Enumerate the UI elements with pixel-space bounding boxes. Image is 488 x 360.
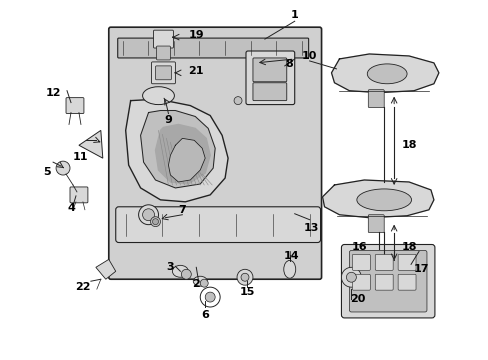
FancyBboxPatch shape: [252, 58, 286, 82]
Polygon shape: [322, 180, 433, 218]
Text: 9: 9: [164, 116, 172, 126]
Circle shape: [150, 217, 160, 227]
FancyBboxPatch shape: [151, 62, 175, 84]
Circle shape: [341, 267, 361, 287]
Text: 14: 14: [284, 251, 299, 261]
Text: 1: 1: [290, 10, 298, 20]
Circle shape: [241, 273, 248, 281]
FancyBboxPatch shape: [367, 90, 384, 108]
FancyBboxPatch shape: [352, 255, 369, 270]
Circle shape: [138, 205, 158, 225]
Circle shape: [237, 269, 252, 285]
Text: 16: 16: [351, 243, 366, 252]
Circle shape: [56, 161, 70, 175]
Polygon shape: [168, 138, 205, 182]
Ellipse shape: [356, 189, 411, 211]
Text: 20: 20: [349, 294, 365, 304]
FancyBboxPatch shape: [341, 244, 434, 318]
FancyBboxPatch shape: [252, 83, 286, 100]
FancyBboxPatch shape: [66, 98, 84, 113]
FancyBboxPatch shape: [367, 215, 384, 233]
Text: 8: 8: [285, 59, 293, 69]
FancyBboxPatch shape: [118, 38, 308, 58]
FancyBboxPatch shape: [397, 255, 415, 270]
Polygon shape: [155, 125, 210, 184]
FancyBboxPatch shape: [352, 274, 369, 290]
Text: 6: 6: [201, 310, 209, 320]
Circle shape: [200, 279, 208, 287]
FancyBboxPatch shape: [70, 187, 88, 203]
Text: 5: 5: [43, 167, 51, 177]
Text: 21: 21: [188, 66, 203, 76]
Circle shape: [152, 219, 158, 225]
Text: 17: 17: [412, 264, 428, 274]
Text: 4: 4: [67, 203, 75, 213]
FancyBboxPatch shape: [155, 66, 171, 80]
Ellipse shape: [283, 260, 295, 278]
FancyBboxPatch shape: [374, 274, 392, 290]
Text: 18: 18: [401, 243, 416, 252]
Circle shape: [205, 292, 215, 302]
FancyBboxPatch shape: [153, 30, 173, 48]
Ellipse shape: [172, 265, 188, 277]
Text: 15: 15: [239, 287, 254, 297]
Ellipse shape: [366, 64, 406, 84]
FancyBboxPatch shape: [156, 46, 170, 60]
Text: 7: 7: [178, 205, 186, 215]
Text: 19: 19: [188, 30, 203, 40]
FancyBboxPatch shape: [108, 27, 321, 279]
Text: 2: 2: [192, 279, 200, 289]
Text: 11: 11: [73, 152, 88, 162]
Text: 10: 10: [301, 51, 317, 61]
FancyBboxPatch shape: [245, 51, 294, 105]
Circle shape: [234, 96, 242, 105]
FancyBboxPatch shape: [116, 207, 320, 243]
Text: 12: 12: [45, 88, 61, 98]
Text: 18: 18: [401, 140, 416, 150]
Text: 22: 22: [75, 282, 90, 292]
FancyBboxPatch shape: [349, 251, 426, 312]
Polygon shape: [141, 111, 215, 188]
FancyBboxPatch shape: [374, 255, 392, 270]
Polygon shape: [125, 100, 227, 202]
Circle shape: [346, 272, 356, 282]
Text: 3: 3: [166, 262, 174, 272]
Circle shape: [142, 209, 154, 221]
Text: 13: 13: [304, 222, 319, 233]
Ellipse shape: [193, 276, 207, 286]
FancyBboxPatch shape: [397, 274, 415, 290]
Ellipse shape: [142, 87, 174, 105]
Polygon shape: [79, 130, 102, 158]
Polygon shape: [96, 260, 116, 279]
Circle shape: [181, 269, 191, 279]
Polygon shape: [331, 54, 438, 93]
Circle shape: [200, 287, 220, 307]
